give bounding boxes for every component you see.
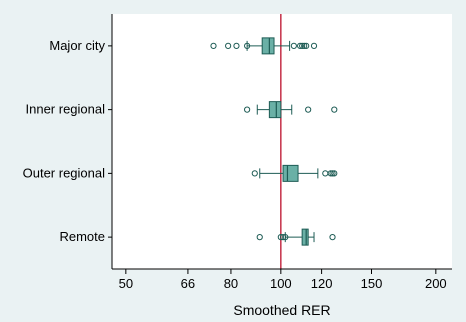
- outlier-point: [244, 42, 251, 49]
- box-group-inner-regional: [244, 101, 338, 119]
- outlier-point: [331, 170, 338, 177]
- category-label: Major city: [49, 38, 105, 53]
- category-label: Remote: [59, 229, 105, 244]
- outlier-point: [251, 170, 258, 177]
- outlier-point: [329, 170, 336, 177]
- x-tick-label: 200: [425, 276, 447, 291]
- outlier-point: [297, 42, 304, 49]
- outlier-point: [301, 42, 308, 49]
- outlier-point: [279, 234, 287, 241]
- x-tick-label: 120: [311, 276, 333, 291]
- outlier-point: [327, 170, 334, 177]
- box: [282, 164, 299, 182]
- outlier-point: [244, 106, 251, 113]
- outlier-point: [310, 42, 318, 49]
- x-tick-label: 150: [361, 276, 383, 291]
- outlier-point: [329, 234, 336, 241]
- outlier-point: [277, 234, 284, 241]
- box-group-remote: [256, 228, 336, 246]
- outlier-point: [299, 42, 306, 49]
- outlier-point: [331, 106, 338, 113]
- outlier-point: [210, 42, 217, 49]
- x-tick-label: 100: [270, 276, 292, 291]
- outlier-point: [303, 42, 310, 49]
- box: [268, 101, 282, 119]
- box: [261, 37, 275, 55]
- outlier-point: [256, 234, 263, 241]
- plot-area: [112, 14, 452, 269]
- box-group-outer-regional: [251, 164, 338, 182]
- category-label: Inner regional: [26, 102, 106, 117]
- outlier-point: [290, 42, 297, 49]
- outlier-point: [225, 42, 232, 49]
- box-group-major-city: [210, 37, 318, 55]
- outlier-point: [305, 106, 312, 113]
- box: [301, 228, 309, 246]
- x-tick-label: 66: [181, 276, 195, 291]
- x-axis-title: Smoothed RER: [233, 302, 330, 318]
- x-tick-label: 80: [224, 276, 238, 291]
- category-label: Outer regional: [23, 165, 105, 180]
- outlier-point: [233, 42, 240, 49]
- x-tick-label: 50: [119, 276, 133, 291]
- outlier-point: [282, 234, 289, 241]
